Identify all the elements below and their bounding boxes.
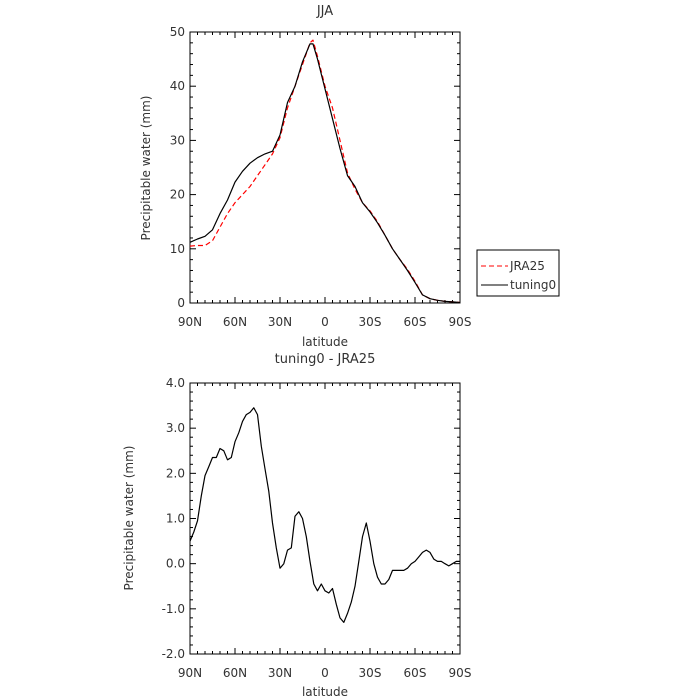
top-chart-title: JJA	[316, 4, 333, 19]
legend-box	[476, 249, 560, 297]
bottom-series-line-difference	[189, 407, 460, 624]
top-y-tick-label: 0	[177, 296, 185, 310]
top-y-tick-label: 20	[170, 188, 185, 202]
bottom-series-lines	[189, 407, 460, 624]
bottom-y-tick-label: -1.0	[162, 602, 185, 616]
top-y-axis-label: Precipitable water (mm)	[139, 96, 153, 241]
bottom-y-tick-label: 4.0	[166, 376, 185, 390]
bottom-x-tick-label: 30N	[268, 666, 292, 680]
bottom-y-tick-label: -2.0	[162, 647, 185, 661]
legend-label-jra25: JRA25	[509, 259, 545, 273]
bottom-panel: tuning0 - JRA25 latitude Precipitable wa…	[122, 352, 471, 699]
bottom-chart-title: tuning0 - JRA25	[275, 352, 376, 367]
top-y-tick-label: 40	[170, 79, 185, 93]
top-series-line-jra25	[189, 39, 461, 304]
bottom-y-tick-label: 1.0	[166, 512, 185, 526]
bottom-x-tick-label: 90S	[449, 666, 472, 680]
top-x-tick-label: 30S	[359, 315, 382, 329]
bottom-x-axis-label: latitude	[302, 685, 348, 699]
bottom-y-axis-label: Precipitable water (mm)	[122, 446, 136, 591]
bottom-x-tick-label: 30S	[359, 666, 382, 680]
top-x-tick-label: 90N	[178, 315, 202, 329]
top-series-line-tuning0	[189, 43, 461, 304]
top-x-tick-label: 60S	[404, 315, 427, 329]
top-axis-ticks: 90N 60N 30N 0 30S 60S 90S 0 10 20 30 40 50	[170, 25, 472, 329]
bottom-y-tick-label: 2.0	[166, 466, 185, 480]
bottom-x-tick-label: 60N	[223, 666, 247, 680]
bottom-x-tick-label: 0	[321, 666, 329, 680]
top-y-tick-label: 30	[170, 133, 185, 147]
top-x-tick-label: 60N	[223, 315, 247, 329]
top-x-tick-label: 90S	[449, 315, 472, 329]
top-x-axis-label: latitude	[302, 335, 348, 349]
bottom-y-tick-label: 0.0	[166, 557, 185, 571]
top-y-tick-label: 50	[170, 25, 185, 39]
bottom-axis-ticks: 90N 60N 30N 0 30S 60S 90S -2.0 -1.0 0.0 1.0 2.0 3.0 4…	[162, 376, 472, 680]
top-series-lines	[189, 39, 461, 304]
top-plot-frame	[189, 31, 461, 304]
bottom-x-tick-label: 90N	[178, 666, 202, 680]
legend: JRA25 tuning0	[476, 249, 560, 297]
bottom-x-tick-label: 60S	[404, 666, 427, 680]
legend-label-tuning0: tuning0	[510, 278, 556, 292]
top-y-tick-label: 10	[170, 242, 185, 256]
bottom-plot-frame	[189, 382, 461, 655]
top-panel: JJA latitude Precipitable water (mm) 90N…	[139, 4, 560, 349]
bottom-y-tick-label: 3.0	[166, 421, 185, 435]
top-x-tick-label: 30N	[268, 315, 292, 329]
top-x-tick-label: 0	[321, 315, 329, 329]
